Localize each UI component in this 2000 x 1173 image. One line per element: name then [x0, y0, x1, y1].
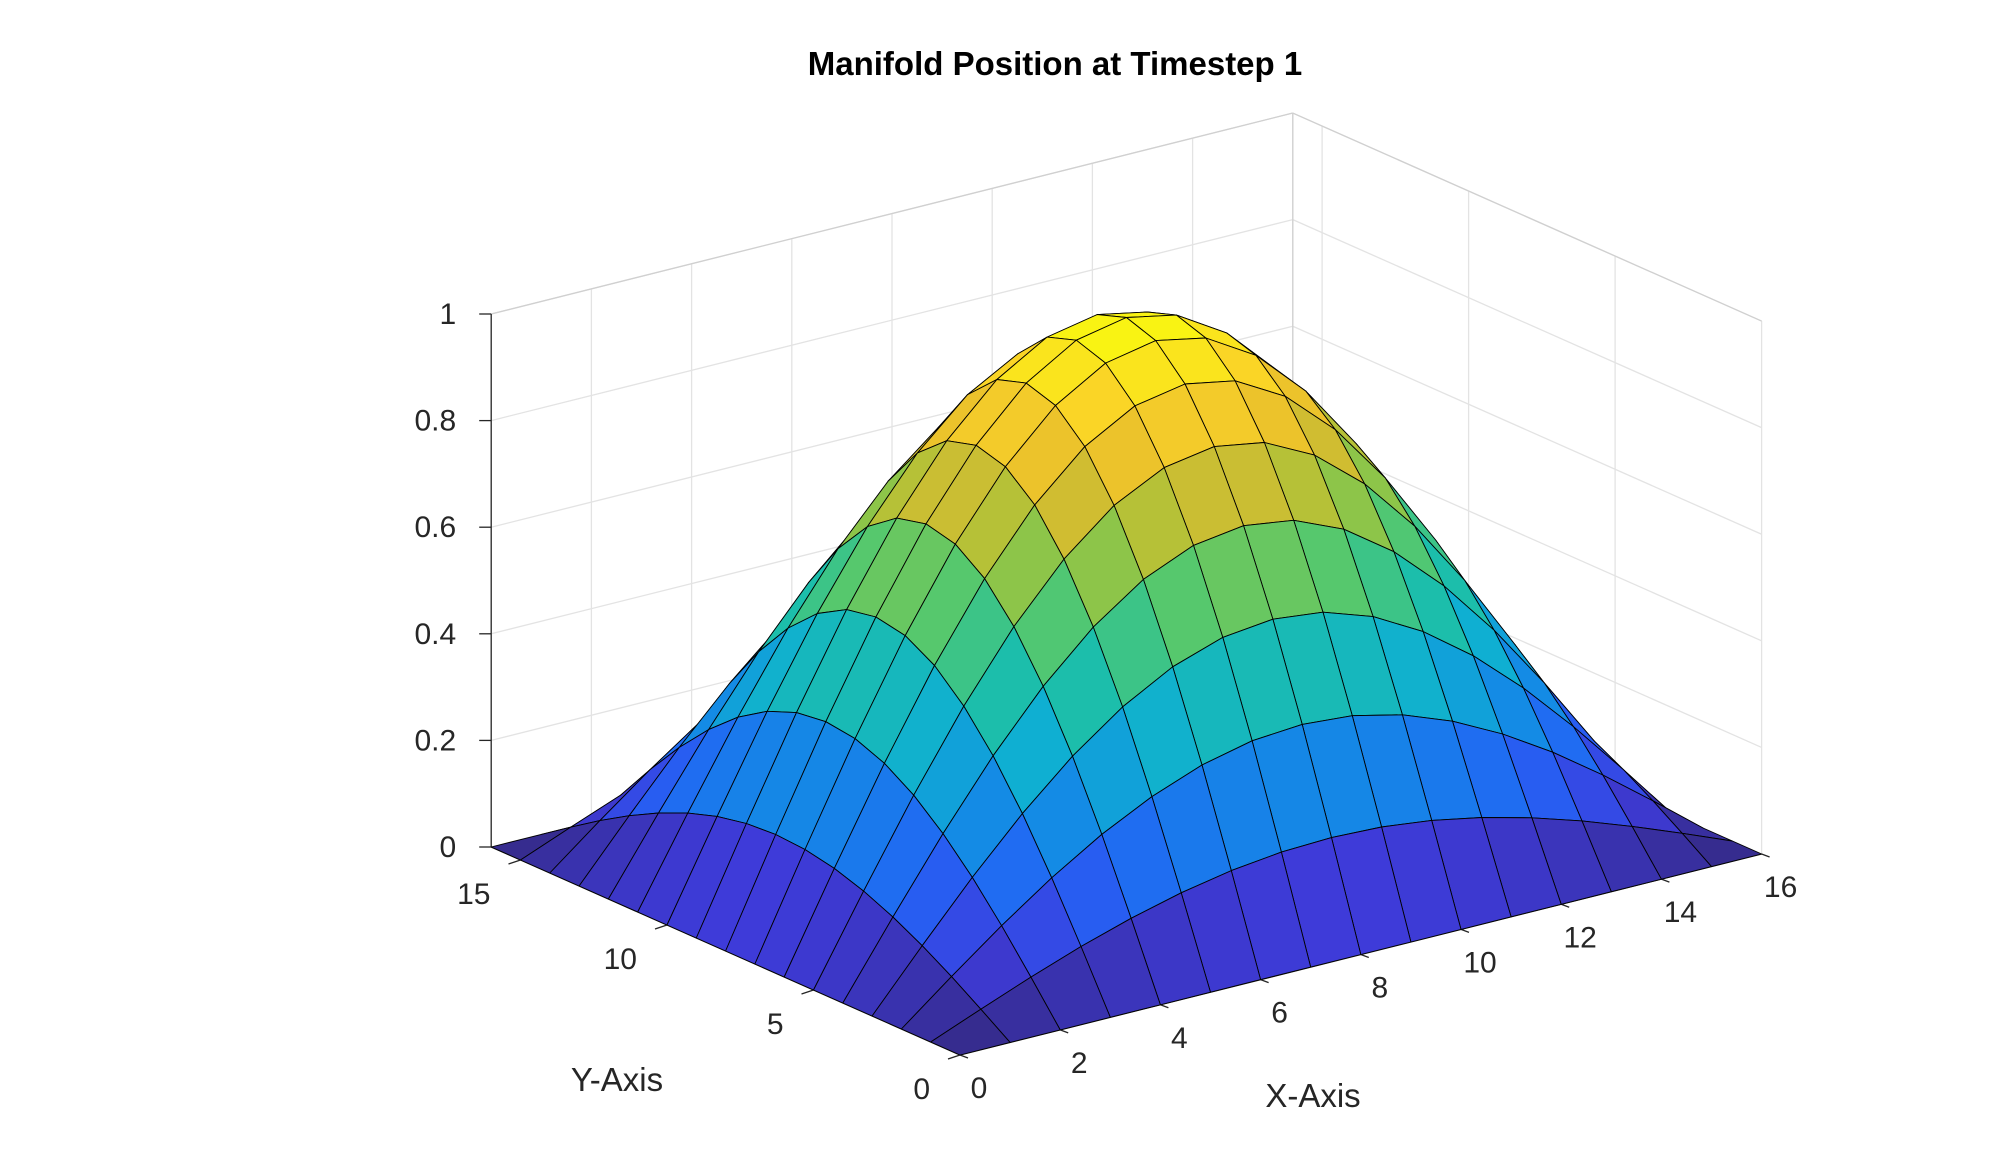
x-tick [1059, 1029, 1069, 1034]
y-tick [508, 859, 521, 865]
x-tick-label: 4 [1171, 1022, 1188, 1055]
x-tick-label: 14 [1664, 896, 1697, 929]
z-tick-label: 0.6 [414, 511, 456, 544]
grid-line [1292, 325, 1762, 535]
y-axis-label: Y-Axis [571, 1061, 663, 1098]
chart-title: Manifold Position at Timestep 1 [808, 45, 1302, 82]
y-tick-label: 0 [913, 1073, 930, 1106]
x-tick-label: 16 [1764, 871, 1797, 904]
x-tick-label: 10 [1463, 946, 1496, 979]
y-tick [947, 1054, 961, 1060]
x-tick-label: 2 [1071, 1047, 1088, 1080]
y-tick [801, 989, 814, 995]
box-edge [1292, 112, 1762, 322]
x-tick [1560, 903, 1570, 908]
x-tick [1460, 928, 1470, 934]
x-tick-label: 12 [1564, 921, 1597, 954]
y-tick-label: 10 [604, 943, 637, 976]
y-tick-label: 15 [457, 878, 490, 911]
x-axis-label: X-Axis [1265, 1077, 1360, 1114]
z-tick-label: 0.4 [414, 618, 456, 651]
x-tick [1761, 853, 1770, 858]
y-tick-label: 5 [767, 1008, 784, 1041]
x-tick [959, 1054, 969, 1059]
z-tick-label: 1 [440, 298, 457, 331]
surface-layer [490, 311, 1763, 1056]
z-tick-label: 0 [440, 831, 457, 864]
y-tick [654, 924, 668, 930]
surface-patch [930, 1008, 1011, 1056]
grid-line [491, 219, 1293, 422]
z-tick-label: 0.8 [414, 405, 456, 438]
x-tick [1661, 878, 1670, 883]
x-tick-label: 6 [1271, 997, 1288, 1030]
x-tick [1260, 979, 1269, 984]
x-tick [1360, 953, 1370, 959]
grid-line [1292, 219, 1762, 429]
z-tick-label: 0.2 [414, 724, 456, 757]
x-tick-label: 8 [1371, 972, 1388, 1005]
x-tick-label: 0 [971, 1072, 988, 1105]
x-tick [1160, 1004, 1169, 1009]
label-layer: Manifold Position at Timestep 1 X-Axis Y… [571, 45, 1361, 1114]
box-edge [491, 112, 1293, 315]
